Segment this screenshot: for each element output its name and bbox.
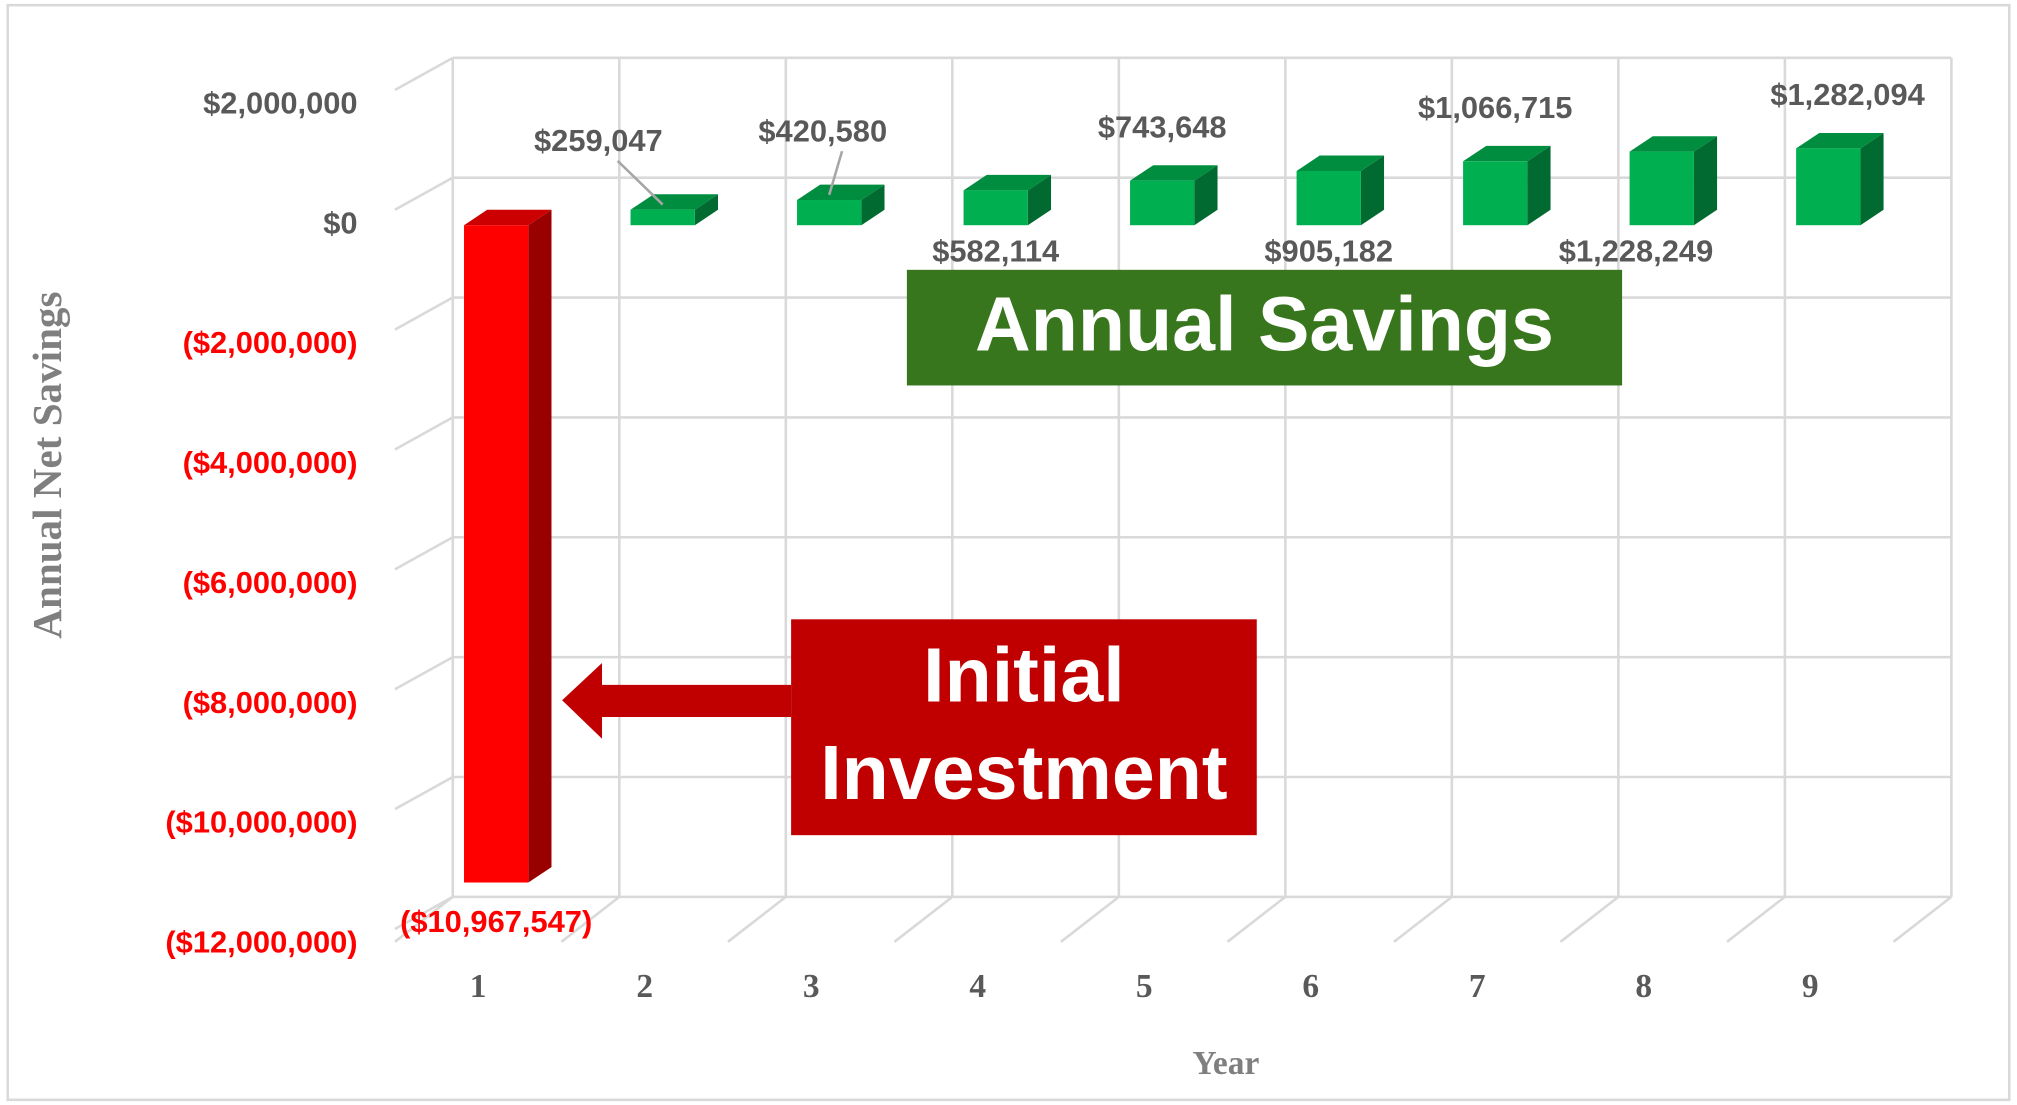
bar [630,194,718,226]
bar-top [1796,132,1884,149]
bar-side [1693,136,1718,226]
bar-side [1360,155,1385,226]
bar-side [1194,165,1218,226]
annotation: Annual Savings [975,282,1554,368]
annotation-box [906,269,1623,386]
bar-top [797,184,885,201]
data-label: $1,282,094 [1770,77,1924,112]
data-label: $259,047 [534,123,663,158]
y-tick-label: ($2,000,000) [183,325,358,360]
floor-line [1060,895,1120,943]
bar-front [963,190,1028,226]
y-tick-label: ($12,000,000) [165,925,357,960]
bar [1130,165,1218,226]
grid-line [394,296,454,331]
bar-side [528,209,552,883]
floor-line [727,895,787,943]
bar [1629,136,1718,226]
floor-line [394,895,454,943]
bar [1296,155,1385,226]
grid-line [394,56,454,92]
bar-front [1296,170,1361,226]
bar-front [1463,161,1528,226]
x-tick-label: 9 [1802,968,1819,1005]
x-tick-label: 5 [1136,968,1153,1005]
data-label: ($10,967,547) [400,904,592,939]
x-tick-label: 2 [636,968,653,1005]
bar [1796,132,1884,226]
bar-side [861,184,885,226]
data-label: $1,066,715 [1418,90,1572,125]
bar-front [1796,148,1861,226]
bar-top [963,174,1052,191]
grid-line [394,895,454,931]
data-label: $582,114 [932,234,1059,269]
leader-line [616,159,664,206]
bar-front [1629,151,1694,226]
grid-line [394,416,454,451]
bar-front [630,209,695,226]
bar-top [630,194,718,210]
y-axis-title: Annual Net Savings [24,292,70,639]
bar [963,174,1052,226]
leader-line [827,150,844,196]
grid-line [394,176,454,211]
bar-top [1463,145,1551,162]
floor-line [1892,895,1953,943]
bar-top [1296,155,1385,171]
grid-line [394,775,454,811]
x-tick-label: 3 [803,968,820,1005]
bar [797,184,885,226]
grid-line [394,536,454,571]
bar [1463,145,1551,226]
grid-line [394,656,454,691]
floor-line [1726,895,1786,943]
data-label: $420,580 [758,113,887,148]
annotation: Initial [923,632,1125,718]
data-label: $743,648 [1098,109,1227,144]
bar-side [1527,145,1551,226]
x-axis-title: Year [1192,1045,1259,1082]
bar [464,209,552,883]
y-tick-label: ($4,000,000) [183,445,358,480]
floor-line [893,895,954,943]
floor-line [560,895,621,943]
y-tick-label: ($8,000,000) [183,685,358,720]
bar-side [1027,174,1052,226]
data-label: $905,182 [1264,234,1393,269]
x-tick-label: 1 [470,968,487,1005]
data-label: $1,228,249 [1559,234,1713,269]
bar-side [1860,132,1884,226]
x-tick-label: 4 [969,968,986,1005]
bar-top [1629,136,1718,152]
annotation: Investment [820,730,1227,816]
bar-top [464,209,552,226]
bar-front [1130,180,1195,226]
y-tick-label: $2,000,000 [203,86,357,121]
floor-line [1559,895,1620,943]
floor-line [1393,895,1453,943]
annotation-box [791,619,1257,836]
y-tick-label: ($6,000,000) [183,565,358,600]
floor-line [1226,895,1287,943]
x-tick-label: 8 [1635,968,1652,1005]
x-tick-label: 7 [1469,968,1486,1005]
grid [394,56,1953,943]
bar-side [694,194,718,226]
y-tick-label: ($10,000,000) [165,805,357,840]
plot [464,132,1884,883]
bar-front [797,200,862,226]
bar-front [464,225,529,883]
y-tick-label: $0 [323,205,357,240]
bar-top [1130,165,1218,181]
arrow [562,663,792,739]
x-tick-label: 6 [1302,968,1319,1005]
